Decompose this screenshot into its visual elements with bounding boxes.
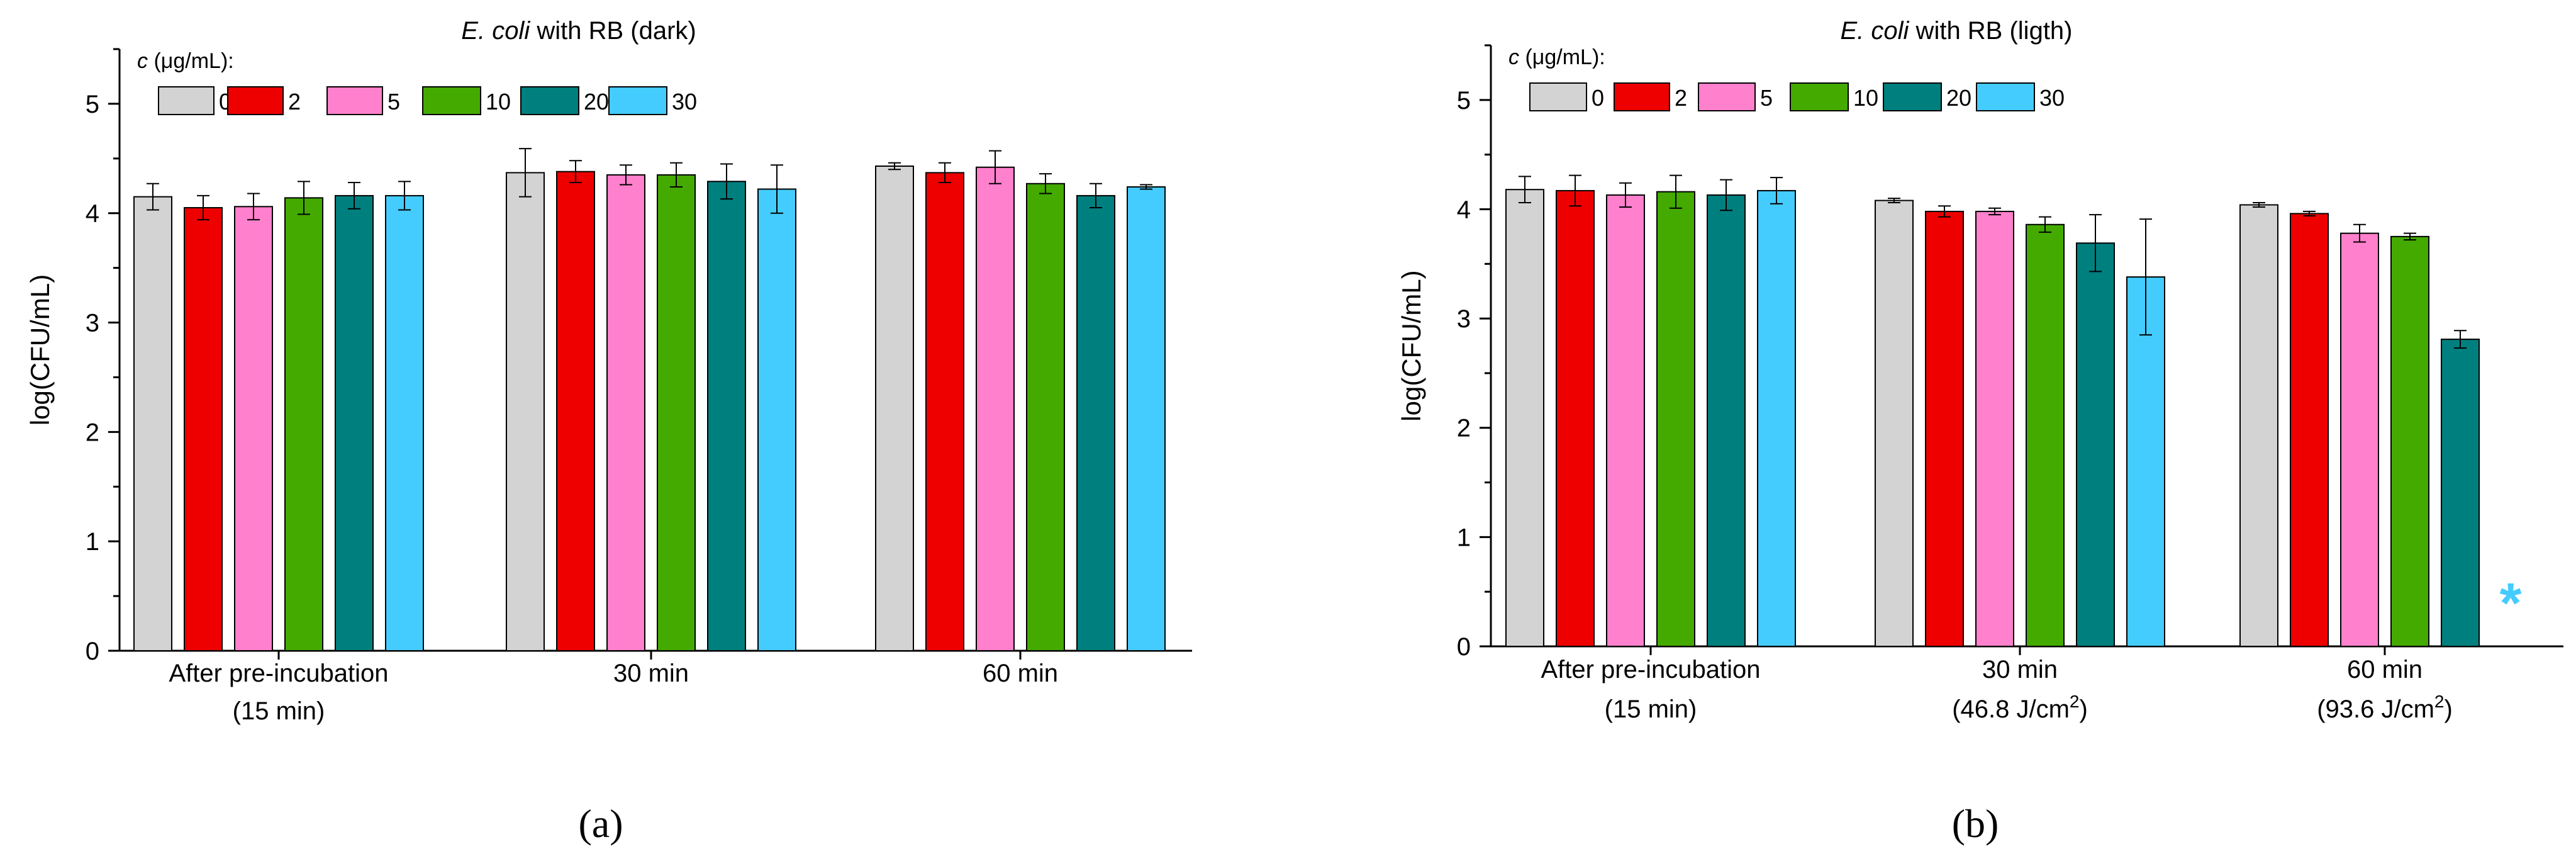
bar (2390, 235, 2429, 647)
legend-label-5: 5 (388, 89, 400, 115)
legend-swatch-0 (158, 86, 215, 115)
bar (606, 174, 645, 651)
y-tick-label: 0 (86, 638, 99, 665)
x-tick-sublabel: (93.6 J/cm2) (2317, 692, 2453, 723)
legend-swatch-2 (227, 86, 284, 115)
legend-title: c (μg/mL): (137, 49, 234, 73)
bar (1875, 200, 1914, 647)
panel-label-b: (b) (1952, 801, 1999, 846)
bar (2239, 204, 2278, 647)
legend-swatch-30 (608, 86, 667, 115)
y-tick-label: 3 (1457, 305, 1471, 333)
x-tick-label: 30 min (613, 660, 689, 687)
legend-swatch-10 (1790, 82, 1849, 111)
bar (284, 197, 323, 652)
legend-label-30: 30 (2039, 85, 2065, 111)
bar (976, 166, 1015, 651)
bar (1975, 210, 2014, 648)
bar (335, 194, 374, 651)
x-tick-label: After pre-incubation (1541, 656, 1760, 683)
legend-swatch-5 (326, 86, 383, 115)
bar (1127, 186, 1166, 651)
x-tick-label: 60 min (983, 660, 1058, 687)
bar (1707, 194, 1746, 647)
bar (2290, 213, 2329, 647)
legend-swatch-0 (1529, 82, 1587, 111)
x-tick-sublabel: (15 min) (1605, 695, 1697, 723)
legend-label-0: 0 (1592, 85, 1604, 111)
legend-title: c (μg/mL): (1508, 45, 1605, 69)
legend-swatch-10 (422, 86, 481, 115)
bar (2026, 223, 2065, 648)
x-tick-label: 30 min (1982, 656, 2058, 683)
bar (2340, 232, 2379, 647)
bar (657, 174, 696, 651)
bar (1656, 191, 1695, 647)
bar (1505, 189, 1544, 647)
x-tick-label: 60 min (2347, 656, 2423, 683)
y-tick-label: 2 (1457, 415, 1471, 442)
legend-swatch-5 (1698, 82, 1756, 111)
legend-swatch-2 (1614, 82, 1670, 111)
bar (1556, 189, 1595, 648)
y-tick-label: 5 (86, 91, 99, 118)
y-tick-label: 0 (1457, 633, 1471, 661)
legend-label-30: 30 (672, 89, 697, 115)
legend-label-5: 5 (1760, 85, 1773, 111)
y-tick-label: 2 (86, 419, 99, 446)
bar (925, 172, 964, 651)
bar (506, 172, 545, 651)
legend-label-10: 10 (486, 89, 511, 115)
legend-swatch-20 (520, 86, 579, 115)
bar (1026, 183, 1065, 651)
x-tick-label: After pre-incubation (169, 660, 388, 687)
bar (2076, 242, 2115, 648)
chart-title: E. coli with RB (dark) (461, 17, 696, 45)
bar (184, 207, 223, 651)
y-tick-label: 4 (1457, 196, 1471, 223)
bar (875, 165, 914, 651)
y-tick-label: 1 (86, 528, 99, 556)
legend-swatch-20 (1883, 82, 1942, 111)
y-axis-title: log(CFU/mL) (1397, 270, 1426, 421)
legend-swatch-30 (1976, 82, 2035, 111)
bar (1757, 189, 1796, 648)
y-tick-label: 5 (1457, 87, 1471, 115)
legend-label-10: 10 (1853, 85, 1878, 111)
legend-label-2: 2 (288, 89, 301, 115)
legend-label-2: 2 (1675, 85, 1687, 111)
bar (133, 196, 172, 651)
chart-title: E. coli with RB (ligth) (1841, 17, 2073, 45)
annotation-asterisk: * (2499, 572, 2521, 635)
bar (1925, 210, 1964, 648)
bar (2126, 276, 2165, 648)
panel-label-a: (a) (578, 801, 623, 846)
legend-label-20: 20 (1946, 85, 1971, 111)
bar (2441, 339, 2480, 648)
bar (757, 188, 796, 652)
x-tick-sublabel: (15 min) (233, 697, 325, 725)
bar (707, 181, 746, 651)
y-tick-label: 3 (86, 310, 99, 337)
y-tick-label: 4 (86, 200, 99, 228)
x-tick-sublabel: (46.8 J/cm2) (1952, 692, 2088, 723)
legend-label-20: 20 (584, 89, 609, 115)
bar (556, 171, 595, 651)
bar (1076, 194, 1115, 651)
bar (234, 206, 273, 652)
bar (385, 194, 424, 651)
chart-panel-b: 0 1 2 3 4 5 log(CFU/mL) E. coli with RB (ligth)… (1397, 17, 2563, 723)
chart-panel-a: 0 1 2 3 4 5 log(CFU/mL) E. coli with RB (dark) c… (25, 17, 1192, 725)
bar (1606, 194, 1645, 647)
y-tick-label: 1 (1457, 524, 1471, 551)
y-axis-title: log(CFU/mL) (25, 274, 55, 425)
